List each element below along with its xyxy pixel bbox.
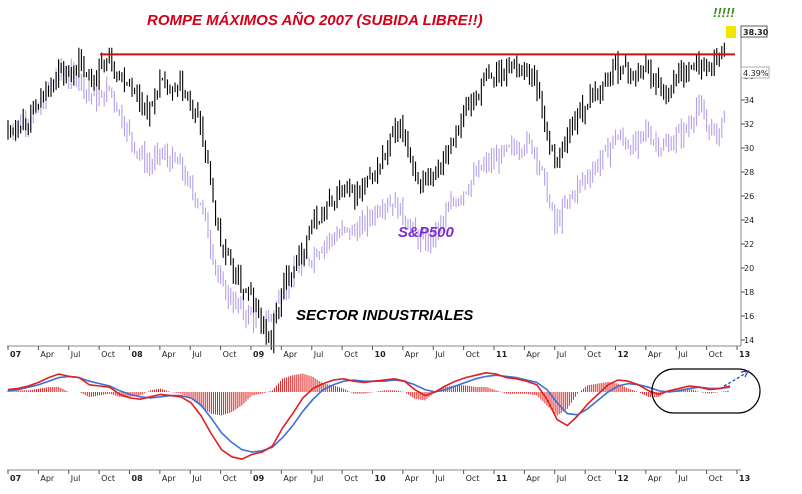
x-tick-label: Jul	[677, 474, 688, 483]
x-tick-label: Apr	[40, 474, 55, 483]
x-tick-label: Jul	[191, 474, 202, 483]
highlight-box	[726, 26, 736, 38]
x-tick-label: Oct	[223, 350, 237, 359]
oscillator-lines	[7, 371, 731, 461]
x-tick-label: 08	[132, 350, 144, 359]
x-tick-label: 10	[375, 474, 387, 483]
x-tick-label: Apr	[526, 474, 541, 483]
y-tick-label: 32	[744, 120, 754, 129]
x-tick-label: Oct	[587, 350, 601, 359]
x-tick-label: Apr	[283, 474, 298, 483]
y-tick-label: 22	[744, 240, 754, 249]
x-tick-label: 12	[618, 350, 629, 359]
x-tick-label: Apr	[648, 350, 663, 359]
y-tick-label: 24	[744, 216, 754, 225]
x-tick-label: Oct	[344, 474, 358, 483]
y-axis-ticks: 141618202224262830323436	[741, 72, 754, 345]
trend-arrow	[723, 372, 747, 387]
x-tick-label: Apr	[405, 474, 420, 483]
x-tick-label: 11	[496, 350, 508, 359]
x-tick-label: Jul	[191, 350, 202, 359]
x-tick-label: Apr	[283, 350, 298, 359]
x-axis-ticks-main: 07 Apr Jul Oct 08 Apr Jul Oct 09 Apr Jul Oct 10 Apr Ju…	[7, 346, 750, 359]
x-tick-label: Oct	[101, 474, 115, 483]
y-tick-label: 18	[744, 288, 754, 297]
x-tick-label: 12	[618, 474, 629, 483]
y-tick-label: 26	[744, 192, 754, 201]
x-tick-label: 13	[739, 350, 750, 359]
arrow-head-icon	[740, 370, 750, 378]
x-tick-label: 09	[253, 350, 265, 359]
benchmark-series-label: S&P500	[398, 224, 455, 241]
oscillator-fast-line	[7, 371, 731, 461]
x-tick-label: Oct	[709, 350, 723, 359]
x-tick-label: Apr	[40, 350, 55, 359]
x-tick-label: Jul	[556, 350, 567, 359]
x-tick-label: Jul	[313, 474, 324, 483]
x-tick-label: Oct	[587, 474, 601, 483]
x-tick-label: Oct	[344, 350, 358, 359]
x-tick-label: Jul	[556, 474, 567, 483]
flag-annotation: !!!!!	[713, 5, 735, 20]
x-tick-label: Jul	[70, 474, 81, 483]
x-tick-label: 07	[10, 474, 21, 483]
x-tick-label: Apr	[162, 350, 177, 359]
highlight-ellipse	[651, 368, 761, 414]
x-tick-label: Jul	[313, 350, 324, 359]
last-value-tag: 38.30	[726, 25, 769, 38]
last-value-label: 38.30	[743, 28, 769, 37]
y-tick-label: 14	[744, 336, 754, 345]
x-tick-label: Oct	[466, 350, 480, 359]
chart-title: ROMPE MÁXIMOS AÑO 2007 (SUBIDA LIBRE!!)	[147, 11, 483, 29]
x-tick-label: 09	[253, 474, 265, 483]
x-tick-label: Jul	[434, 474, 445, 483]
y-tick-label: 20	[744, 264, 754, 273]
x-tick-label: Jul	[70, 350, 81, 359]
relative-change-box	[740, 66, 770, 79]
x-tick-label: Apr	[648, 474, 663, 483]
sector-series-label: SECTOR INDUSTRIALES	[296, 307, 473, 324]
x-axis-ticks-oscillator: 07 Apr Jul Oct 08 Apr Jul Oct 09 Apr Jul Oct 10 Apr Ju…	[7, 470, 750, 483]
y-tick-label: 34	[744, 96, 754, 105]
sector-series-group	[7, 42, 725, 354]
x-tick-label: 07	[10, 350, 21, 359]
relative-change-tag: 4.39%	[740, 66, 770, 79]
x-tick-label: Apr	[526, 350, 541, 359]
y-tick-label: 30	[744, 144, 754, 153]
last-value-box	[740, 25, 768, 38]
x-tick-label: Apr	[405, 350, 420, 359]
x-tick-label: 10	[375, 350, 387, 359]
x-tick-label: Jul	[677, 350, 688, 359]
x-tick-label: Jul	[434, 350, 445, 359]
x-tick-label: Oct	[709, 474, 723, 483]
relative-change-label: 4.39%	[743, 69, 769, 78]
x-tick-label: 11	[496, 474, 508, 483]
x-tick-label: 13	[739, 474, 750, 483]
x-tick-label: 08	[132, 474, 144, 483]
x-tick-label: Oct	[466, 474, 480, 483]
x-tick-label: Oct	[223, 474, 237, 483]
x-tick-label: Apr	[162, 474, 177, 483]
oscillator-panel	[7, 362, 740, 466]
y-tick-label: 28	[744, 168, 754, 177]
x-tick-label: Oct	[101, 350, 115, 359]
y-tick-label: 16	[744, 312, 754, 321]
